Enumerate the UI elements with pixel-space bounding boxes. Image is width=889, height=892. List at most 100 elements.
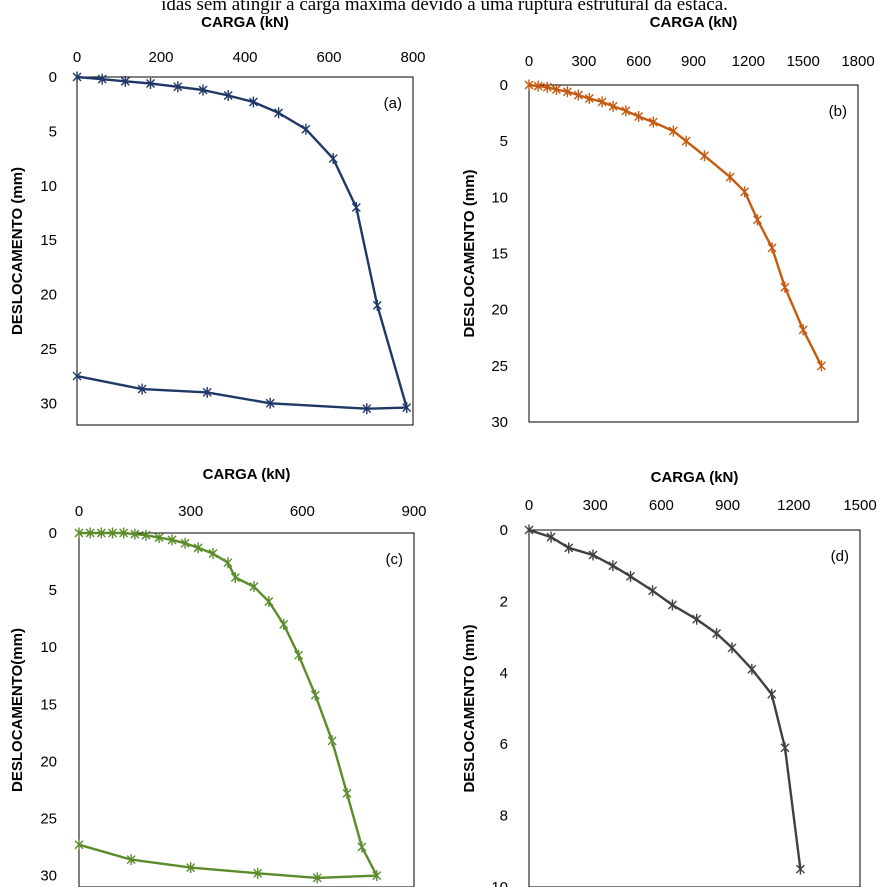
- plot-area-frame: [78, 532, 415, 888]
- y-tick-label: 0: [500, 522, 508, 539]
- x-tick-label: 300: [583, 497, 608, 514]
- x-tick-label: 600: [649, 497, 674, 514]
- x-tick-label: 1500: [843, 497, 876, 514]
- y-axis-title: DESLOCAMENTO(mm): [9, 628, 26, 792]
- data-point-marker: [97, 73, 107, 85]
- data-point-marker: [264, 596, 274, 608]
- y-tick-label: 2: [500, 593, 508, 610]
- panel-label: (b): [829, 103, 847, 120]
- x-tick-label: 1200: [732, 53, 765, 70]
- data-point-marker: [208, 548, 218, 560]
- data-point-marker: [342, 787, 352, 799]
- data-point-marker: [108, 527, 117, 539]
- data-point-marker: [230, 572, 240, 584]
- y-tick-label: 10: [40, 639, 57, 656]
- data-point-marker: [767, 242, 777, 254]
- data-point-marker: [72, 71, 82, 83]
- data-point-marker: [524, 524, 534, 536]
- figure-caption: idas sem atingir a carga máxima devido a…: [161, 0, 728, 15]
- data-point-marker: [130, 528, 140, 540]
- y-tick-label: 20: [491, 302, 508, 319]
- data-point-marker: [626, 570, 636, 582]
- chart-c-svg: CARGA (kN) 0 300 600 900 0 5 10 15 20 25 30 DESLOCAM…: [9, 466, 427, 888]
- data-point-marker: [564, 542, 574, 554]
- data-point-marker: [248, 96, 258, 108]
- data-point-marker: [634, 110, 644, 122]
- data-point-marker: [767, 688, 777, 700]
- y-tick-label: 25: [491, 358, 508, 375]
- y-tick-label: 5: [500, 133, 508, 150]
- data-point-marker: [752, 214, 762, 226]
- y-tick-label: 10: [491, 879, 508, 887]
- x-tick-label: 0: [525, 497, 533, 514]
- data-point-marker: [351, 202, 361, 213]
- data-point-marker: [198, 84, 208, 96]
- data-point-marker: [301, 123, 311, 135]
- data-point-marker: [154, 532, 164, 544]
- x-tick-label: 600: [626, 53, 651, 70]
- data-point-marker: [648, 585, 658, 597]
- x-tick-label: 0: [525, 53, 533, 70]
- x-tick-label: 0: [75, 503, 83, 520]
- data-point-marker: [294, 649, 304, 661]
- y-tick-label: 0: [49, 69, 57, 86]
- data-point-marker: [588, 549, 598, 561]
- y-tick-label: 5: [49, 582, 57, 599]
- data-point-marker: [608, 100, 618, 112]
- data-point-marker: [816, 360, 826, 372]
- data-point-marker: [253, 867, 263, 879]
- chart-panel-d: CARGA (kN) 0 300 600 900 1200 1500 0 2 4 6 8 10 DESLO…: [450, 450, 889, 892]
- y-tick-label: 15: [491, 246, 508, 263]
- y-axis-title: DESLOCAMENTO (mm): [9, 167, 26, 335]
- y-tick-label: 5: [49, 123, 57, 140]
- y-tick-label: 20: [40, 753, 57, 770]
- data-point-marker: [524, 79, 534, 91]
- data-point-marker: [372, 299, 382, 311]
- data-point-marker: [141, 529, 151, 541]
- data-point-marker: [584, 92, 594, 104]
- y-tick-label: 8: [500, 808, 508, 825]
- y-tick-label: 6: [500, 736, 508, 753]
- plot-area-frame: [528, 84, 859, 423]
- data-point-marker: [327, 735, 337, 747]
- data-point-marker: [74, 839, 84, 851]
- y-tick-label: 10: [491, 189, 508, 206]
- series-line: [528, 528, 802, 870]
- y-tick-label: 25: [40, 810, 57, 827]
- chart-panel-c: CARGA (kN) 0 300 600 900 0 5 10 15 20 25 30 DESLOCAM…: [0, 450, 440, 892]
- y-axis-title: DESLOCAMENTO (mm): [461, 624, 478, 792]
- data-point-marker: [173, 81, 183, 93]
- data-point-marker: [668, 125, 678, 137]
- data-point-marker: [167, 534, 177, 546]
- x-axis-title: CARGA (kN): [203, 466, 291, 483]
- x-tick-label: 1800: [841, 53, 874, 70]
- y-tick-label: 0: [500, 77, 508, 94]
- data-point-marker: [186, 862, 196, 874]
- data-point-marker: [119, 527, 129, 539]
- data-point-marker: [692, 613, 702, 625]
- data-point-marker: [362, 403, 372, 415]
- y-tick-label: 25: [40, 341, 57, 358]
- data-point-marker: [202, 386, 212, 398]
- data-point-marker: [667, 599, 677, 611]
- chart-panel-a: CARGA (kN) 0 200 400 600 800 0 5 10 15 20 25 30 DESLO…: [0, 0, 440, 445]
- series-line: [78, 531, 378, 880]
- y-tick-label: 15: [40, 232, 57, 249]
- data-point-marker: [795, 863, 805, 875]
- data-point-marker: [372, 870, 382, 882]
- data-point-marker: [562, 86, 572, 98]
- data-point-marker: [72, 370, 82, 382]
- y-tick-label: 30: [40, 395, 57, 412]
- data-point-marker: [648, 116, 658, 128]
- data-point-marker: [712, 628, 722, 640]
- x-tick-label: 900: [681, 53, 706, 70]
- data-point-marker: [249, 581, 259, 593]
- data-point-marker: [180, 537, 190, 549]
- data-point-marker: [621, 105, 631, 117]
- panel-label: (d): [831, 548, 849, 565]
- x-tick-label: 200: [148, 49, 173, 66]
- data-point-marker: [725, 171, 735, 183]
- data-point-marker: [120, 75, 130, 87]
- panel-label: (a): [384, 95, 402, 112]
- y-tick-label: 30: [40, 868, 57, 885]
